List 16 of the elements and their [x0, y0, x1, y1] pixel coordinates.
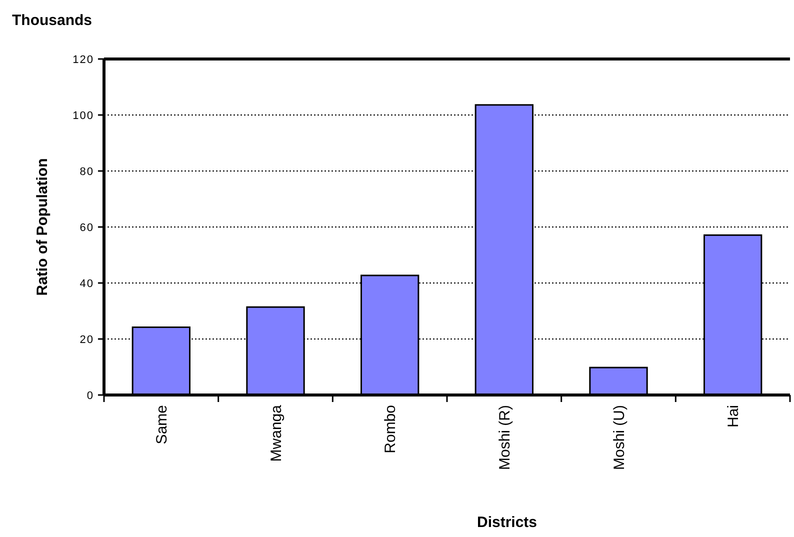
x-tick-label: Same [153, 405, 170, 444]
y-axis-title: Ratio of Population [34, 158, 51, 296]
y-tick-label: 40 [80, 278, 94, 290]
x-tick-label: Moshi (U) [610, 405, 628, 470]
y-tick-label: 80 [80, 166, 94, 178]
y-tick-label: 120 [72, 54, 94, 66]
y-tick-label: 100 [72, 110, 94, 122]
chart-title: Thousands [12, 12, 92, 29]
x-tick-label: Mwanga [268, 404, 285, 462]
x-tick-label: Moshi (R) [496, 405, 514, 470]
y-tick-label: 0 [86, 390, 94, 402]
y-tick-label: 20 [80, 334, 94, 346]
x-tick-label: Hai [725, 405, 742, 428]
x-tick-label: Rombo [382, 405, 400, 454]
x-axis-title: Districts [476, 514, 538, 531]
y-tick-label: 60 [80, 222, 94, 234]
